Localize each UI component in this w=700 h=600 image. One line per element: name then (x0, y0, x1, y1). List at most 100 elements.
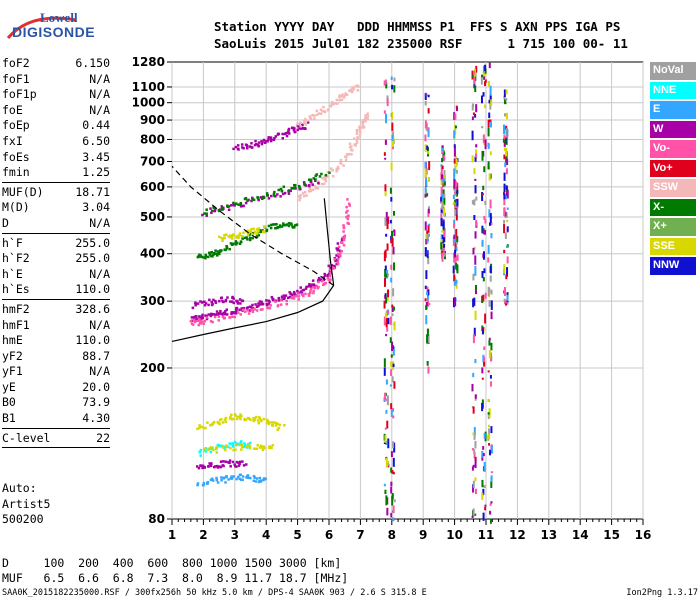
echo-point (225, 233, 228, 236)
interference-mark (441, 234, 444, 244)
interference-mark (390, 467, 393, 473)
interference-mark (472, 406, 475, 414)
interference-mark (443, 198, 446, 206)
interference-mark (488, 340, 491, 346)
echo-point (215, 476, 218, 480)
echo-point (348, 204, 352, 207)
interference-mark (482, 71, 485, 77)
echo-point (231, 315, 234, 319)
echo-point (241, 235, 244, 238)
echo-point (220, 206, 224, 209)
interference-mark (472, 70, 475, 75)
interference-mark (474, 310, 477, 320)
interference-mark (391, 122, 394, 131)
echo-point (274, 421, 277, 425)
interference-mark (386, 220, 389, 230)
echo-point (307, 184, 311, 188)
echo-point (267, 302, 271, 306)
interference-mark (472, 247, 475, 255)
interference-mark (473, 449, 476, 455)
interference-mark (474, 156, 477, 162)
param-row: h`F2 255.0 (2, 251, 110, 267)
interference-mark (392, 408, 395, 412)
interference-mark (489, 199, 492, 209)
param-label: h`F2 (2, 251, 30, 266)
interference-mark (473, 451, 476, 459)
echo-point (294, 224, 297, 227)
echo-point (237, 311, 240, 314)
interference-mark (454, 279, 457, 286)
interference-mark (503, 264, 506, 274)
echo-point (228, 316, 231, 319)
electron-density-profile (171, 285, 335, 342)
echo-point (221, 313, 224, 316)
echo-point (313, 114, 316, 117)
echo-point (293, 186, 297, 190)
interference-mark (385, 441, 388, 445)
echo-point (260, 142, 264, 146)
interference-mark (490, 300, 493, 310)
y-tick-label: 80 (148, 512, 165, 526)
y-tick-label: 300 (140, 294, 165, 308)
param-row: h`Es 110.0 (2, 282, 110, 298)
echo-point (258, 476, 262, 480)
interference-mark (453, 274, 456, 282)
echo-point (202, 426, 205, 430)
interference-mark (487, 412, 490, 415)
interference-mark (484, 68, 487, 74)
echo-point (225, 445, 229, 449)
echo-point (329, 167, 333, 170)
interference-mark (425, 302, 428, 307)
y-tick-label: 1280 (132, 55, 165, 69)
echo-point (314, 179, 317, 182)
echo-point (236, 475, 240, 479)
echo-point (322, 276, 326, 279)
param-value: 6.50 (82, 133, 110, 148)
interference-mark (506, 129, 509, 136)
echo-point (200, 464, 203, 467)
echo-point (225, 313, 229, 316)
interference-mark (471, 130, 474, 141)
echo-point (337, 245, 341, 249)
echo-point (336, 247, 340, 251)
echo-point (207, 313, 210, 316)
interference-mark (424, 298, 427, 302)
interference-mark (483, 215, 486, 220)
param-value: N/A (89, 266, 110, 281)
interference-mark (484, 292, 487, 299)
echo-point (256, 143, 260, 147)
echo-point (227, 205, 231, 208)
param-row: hmF2 328.6 (2, 302, 110, 318)
echo-point (260, 300, 263, 304)
interference-mark (474, 394, 477, 399)
interference-mark (490, 352, 493, 362)
echo-point (230, 235, 234, 238)
echo-point (223, 311, 227, 314)
interference-mark (506, 226, 509, 232)
interference-mark (453, 234, 456, 239)
echo-point (252, 307, 256, 311)
echo-point (338, 94, 341, 97)
echo-point (295, 294, 298, 298)
echo-point (205, 314, 209, 318)
echo-point (342, 243, 346, 247)
echo-point (267, 136, 270, 139)
interference-mark (474, 440, 477, 449)
param-label: B1 (2, 411, 16, 426)
echo-point (261, 196, 264, 199)
echo-point (227, 235, 230, 238)
echo-point (255, 309, 259, 312)
param-row: fmin 1.25 (2, 165, 110, 181)
echo-point (232, 297, 235, 300)
echo-point (238, 308, 241, 312)
echo-point (198, 318, 201, 321)
echo-point (239, 413, 242, 416)
echo-point (199, 300, 202, 303)
echo-point (253, 447, 256, 450)
echo-point (250, 142, 253, 145)
interference-mark (384, 79, 387, 85)
echo-point (238, 462, 241, 466)
echo-point (303, 182, 306, 185)
echo-point (231, 460, 235, 464)
echo-point (243, 445, 246, 449)
